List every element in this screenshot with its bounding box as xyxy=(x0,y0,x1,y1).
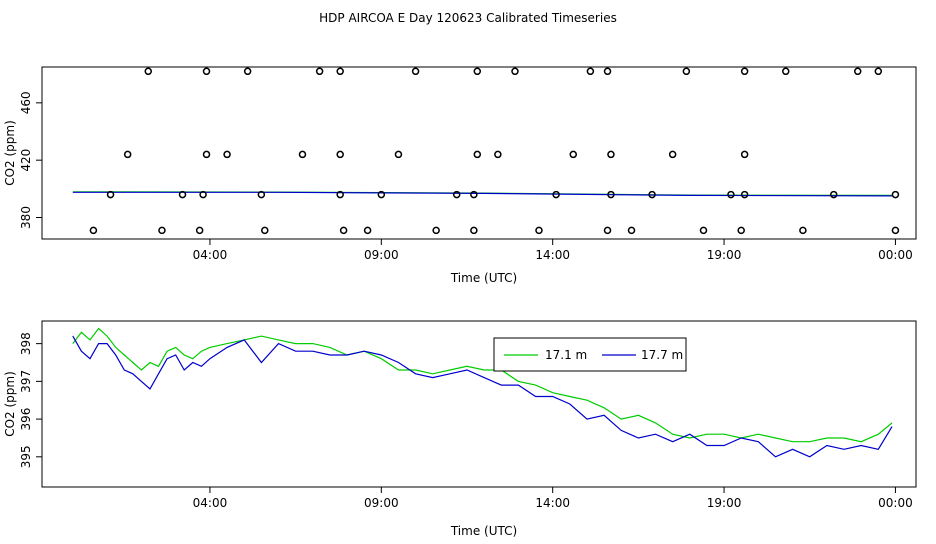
y-tick-label: 460 xyxy=(19,91,33,114)
calibration-point xyxy=(363,226,372,235)
calibration-point xyxy=(699,226,708,235)
y-tick-label: 420 xyxy=(19,149,33,172)
calibration-point xyxy=(607,190,615,199)
top-x-axis-label: Time (UTC) xyxy=(450,271,517,285)
calibration-point xyxy=(223,150,231,159)
calibration-point xyxy=(315,67,324,76)
x-tick-label: 04:00 xyxy=(193,496,228,510)
bottom-x-axis: 04:00 09:00 14:00 19:00 00:00 xyxy=(193,487,913,510)
series-line-0 xyxy=(72,327,893,443)
series-line-1 xyxy=(72,191,893,197)
calibration-point xyxy=(123,150,132,159)
calibration-point xyxy=(586,67,595,76)
x-tick-label: 09:00 xyxy=(364,248,399,262)
calibration-point xyxy=(470,226,478,235)
top-calibration-points xyxy=(89,67,900,235)
calibration-point xyxy=(740,190,749,199)
x-tick-label: 19:00 xyxy=(707,496,742,510)
calibration-point xyxy=(799,226,807,235)
calibration-point xyxy=(470,190,478,199)
calibration-point xyxy=(202,150,211,159)
calibration-point xyxy=(727,190,735,199)
y-tick-label: 396 xyxy=(19,408,33,431)
calibration-point xyxy=(603,67,612,76)
calibration-point xyxy=(853,67,862,76)
y-tick-label: 380 xyxy=(19,206,33,229)
calibration-point xyxy=(106,190,115,199)
calibration-point xyxy=(339,226,348,235)
calibration-point xyxy=(740,67,749,76)
calibration-point xyxy=(782,67,790,76)
legend-label-17-7m: 17.7 m xyxy=(641,348,683,362)
calibration-point xyxy=(158,226,166,235)
top-panel: 04:00 09:00 14:00 19:00 00:00 380 420 460 Time… xyxy=(3,66,917,285)
calibration-point xyxy=(243,67,252,76)
calibration-point xyxy=(89,226,98,235)
x-tick-label: 14:00 xyxy=(535,496,570,510)
calibration-point xyxy=(603,226,612,235)
bottom-plot-frame xyxy=(41,320,917,488)
y-tick-label: 395 xyxy=(19,445,33,468)
calibration-point xyxy=(535,226,543,235)
calibration-point xyxy=(336,67,344,76)
calibration-point xyxy=(336,150,344,159)
top-series-lines xyxy=(72,191,893,197)
calibration-point xyxy=(494,150,502,159)
calibration-point xyxy=(473,67,482,76)
calibration-point xyxy=(874,67,883,76)
calibration-point xyxy=(829,190,838,199)
calibration-point xyxy=(737,226,745,235)
series-line-1 xyxy=(72,335,893,458)
calibration-point xyxy=(178,190,187,199)
calibration-point xyxy=(452,190,461,199)
calibration-point xyxy=(648,190,656,199)
x-tick-label: 14:00 xyxy=(535,248,570,262)
x-tick-label: 19:00 xyxy=(707,248,742,262)
bottom-x-axis-label: Time (UTC) xyxy=(450,524,517,538)
calibration-point xyxy=(144,67,153,76)
calibration-point xyxy=(891,190,900,199)
calibration-point xyxy=(627,226,636,235)
bottom-y-axis: 395 396 397 398 xyxy=(19,332,42,468)
y-tick-label: 398 xyxy=(19,332,33,355)
calibration-point xyxy=(569,150,578,159)
calibration-point xyxy=(257,190,266,199)
calibration-point xyxy=(891,226,900,235)
x-tick-label: 09:00 xyxy=(364,496,399,510)
calibration-point xyxy=(377,190,386,199)
x-tick-label: 00:00 xyxy=(878,496,913,510)
calibration-point xyxy=(202,67,211,76)
top-y-axis-label: CO2 (ppm) xyxy=(3,120,17,186)
x-tick-label: 04:00 xyxy=(193,248,228,262)
top-plot-frame xyxy=(41,66,917,240)
calibration-point xyxy=(607,150,615,159)
chart-title: HDP AIRCOA E Day 120623 Calibrated Times… xyxy=(319,11,617,25)
calibration-point xyxy=(668,150,677,159)
bottom-y-axis-label: CO2 (ppm) xyxy=(3,371,17,437)
calibration-point xyxy=(394,150,403,159)
calibration-point xyxy=(511,67,519,76)
calibration-point xyxy=(432,226,440,235)
bottom-series-lines xyxy=(72,327,893,458)
calibration-point xyxy=(740,150,749,159)
bottom-panel: 04:00 09:00 14:00 19:00 00:00 395 396 397 398 T… xyxy=(3,320,917,538)
calibration-point xyxy=(195,226,204,235)
calibration-point xyxy=(336,190,344,199)
calibration-point xyxy=(682,67,691,76)
calibration-point xyxy=(298,150,307,159)
calibration-point xyxy=(411,67,420,76)
calibration-point xyxy=(261,226,269,235)
calibration-point xyxy=(199,190,207,199)
y-tick-label: 397 xyxy=(19,370,33,393)
x-tick-label: 00:00 xyxy=(878,248,913,262)
top-x-axis: 04:00 09:00 14:00 19:00 00:00 xyxy=(193,239,913,262)
calibration-point xyxy=(473,150,482,159)
calibration-point xyxy=(552,190,560,199)
legend: 17.1 m 17.7 m xyxy=(493,337,687,372)
top-y-axis: 380 420 460 xyxy=(19,91,42,229)
legend-label-17-1m: 17.1 m xyxy=(545,348,587,362)
